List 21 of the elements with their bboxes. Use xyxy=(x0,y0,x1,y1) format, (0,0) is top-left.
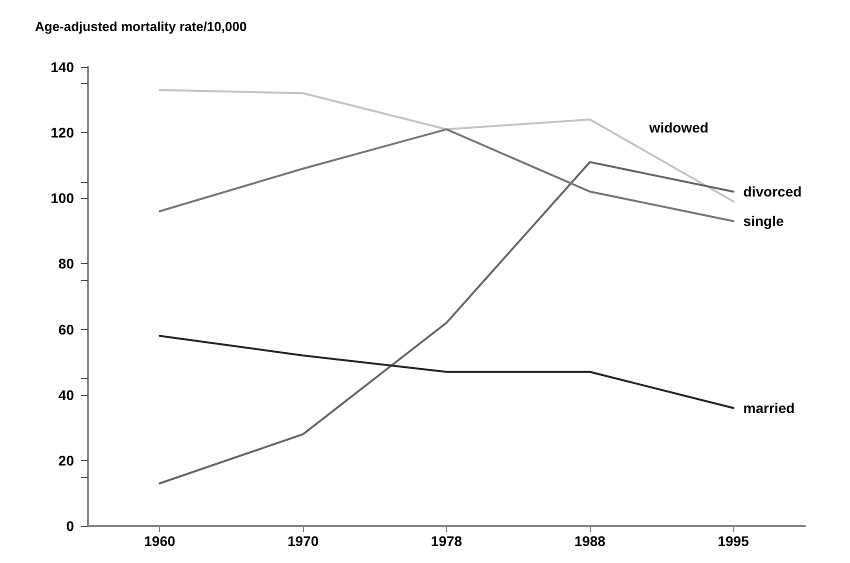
series-label: single xyxy=(743,213,784,230)
y-tick-label: 120 xyxy=(50,124,74,141)
x-tick-label: 1960 xyxy=(144,533,176,549)
series-label: married xyxy=(743,400,795,416)
x-tick-label: 1970 xyxy=(288,533,319,549)
x-tick-label: 1995 xyxy=(718,533,750,549)
y-tick-label: 100 xyxy=(50,190,74,206)
y-tick-label: 20 xyxy=(58,452,74,468)
series-label: divorced xyxy=(743,184,802,200)
y-tick-label: 80 xyxy=(58,256,74,272)
y-tick-label: 0 xyxy=(66,518,74,534)
series-label: widowed xyxy=(648,119,708,136)
y-axis-title: Age-adjusted mortality rate/10,000 xyxy=(35,19,247,34)
line-series xyxy=(158,88,734,202)
y-tick-label: 40 xyxy=(58,386,74,403)
line-series xyxy=(158,161,734,484)
line-series xyxy=(158,334,734,409)
x-tick-label: 1988 xyxy=(574,533,606,549)
y-tick-label: 140 xyxy=(50,59,74,75)
x-tick-label: 1978 xyxy=(430,533,462,549)
y-tick-label: 60 xyxy=(58,321,74,338)
